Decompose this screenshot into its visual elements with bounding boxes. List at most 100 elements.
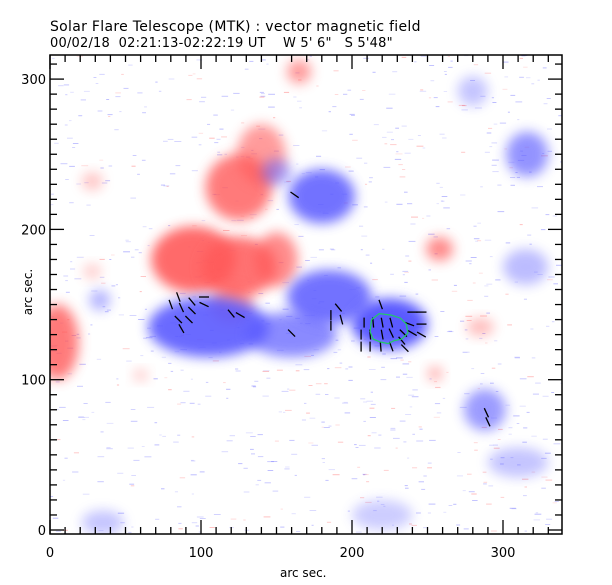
noise-speck (168, 78, 175, 80)
noise-speck (142, 112, 146, 114)
noise-speck (97, 456, 105, 458)
noise-speck (141, 446, 145, 447)
noise-speck (502, 88, 508, 90)
noise-speck (446, 331, 454, 333)
noise-speck (226, 440, 233, 442)
noise-speck (273, 117, 276, 119)
noise-speck (78, 416, 85, 418)
noise-speck (423, 475, 427, 477)
positive-polarity-region (50, 304, 79, 380)
noise-speck (267, 200, 274, 202)
noise-speck (482, 471, 487, 473)
noise-speck (342, 402, 349, 404)
noise-speck (420, 89, 424, 91)
noise-speck (226, 397, 229, 399)
noise-speck (268, 106, 275, 108)
noise-speck (118, 297, 121, 299)
noise-speck (251, 385, 256, 387)
noise-speck (542, 395, 549, 397)
noise-speck (422, 217, 425, 219)
noise-speck (462, 351, 470, 353)
noise-speck (546, 325, 550, 327)
noise-speck (257, 456, 264, 458)
noise-speck (177, 506, 182, 508)
noise-speck (467, 473, 472, 475)
noise-speck (72, 143, 79, 144)
noise-speck (468, 491, 475, 493)
noise-speck (212, 360, 219, 362)
noise-speck (199, 101, 205, 103)
noise-speck (488, 485, 494, 487)
noise-speck (411, 396, 419, 398)
noise-speck (266, 377, 271, 379)
noise-speck (99, 159, 104, 161)
noise-speck (541, 487, 546, 489)
noise-speck (337, 441, 344, 443)
noise-speck (264, 482, 271, 484)
noise-speck (67, 137, 73, 139)
noise-speck (375, 296, 380, 298)
noise-speck (363, 420, 366, 422)
noise-speck (137, 92, 143, 94)
noise-speck (51, 193, 54, 195)
noise-speck (304, 355, 311, 357)
noise-speck (235, 368, 239, 370)
noise-speck (429, 439, 436, 441)
chart-subtitle: 00/02/18 02:21:13-02:22:19 UT W 5' 6" S … (50, 36, 393, 51)
noise-speck (217, 154, 223, 156)
noise-speck (115, 96, 121, 98)
noise-speck (115, 92, 121, 94)
noise-speck (106, 447, 111, 449)
noise-speck (96, 358, 102, 360)
noise-speck (209, 527, 215, 528)
noise-speck (465, 315, 473, 317)
noise-speck (508, 427, 513, 429)
noise-speck (191, 436, 195, 438)
noise-speck (131, 475, 136, 476)
noise-speck (441, 196, 448, 197)
noise-speck (553, 283, 558, 285)
noise-speck (558, 115, 562, 117)
noise-speck (278, 134, 284, 136)
noise-speck (163, 140, 168, 142)
noise-speck (484, 295, 489, 297)
noise-speck (529, 243, 532, 245)
noise-speck (493, 123, 498, 125)
noise-speck (447, 56, 450, 57)
noise-speck (309, 417, 316, 419)
noise-speck (281, 390, 289, 392)
noise-speck (480, 373, 485, 374)
noise-speck (383, 469, 389, 471)
noise-speck (105, 180, 111, 182)
noise-speck (226, 388, 231, 390)
noise-speck (190, 474, 197, 476)
noise-speck (398, 164, 403, 166)
noise-speck (205, 395, 212, 397)
noise-speck (447, 101, 453, 103)
noise-speck (177, 434, 181, 436)
noise-speck (106, 99, 110, 100)
noise-speck (448, 330, 452, 332)
noise-speck (374, 447, 381, 449)
noise-speck (492, 159, 499, 161)
noise-speck (201, 96, 207, 98)
noise-speck (399, 420, 406, 422)
noise-speck (406, 376, 413, 378)
noise-speck (117, 472, 124, 474)
noise-speck (490, 382, 494, 384)
noise-speck (473, 225, 477, 227)
noise-speck (296, 163, 299, 165)
noise-speck (304, 496, 311, 498)
noise-speck (390, 427, 396, 429)
noise-speck (130, 197, 136, 199)
noise-speck (456, 475, 463, 477)
noise-speck (196, 78, 203, 80)
noise-speck (546, 98, 551, 99)
noise-speck (178, 528, 183, 530)
noise-speck (532, 393, 539, 395)
noise-speck (457, 452, 461, 453)
noise-speck (363, 206, 368, 208)
noise-speck (343, 401, 348, 403)
noise-speck (504, 76, 509, 78)
noise-speck (132, 155, 137, 156)
